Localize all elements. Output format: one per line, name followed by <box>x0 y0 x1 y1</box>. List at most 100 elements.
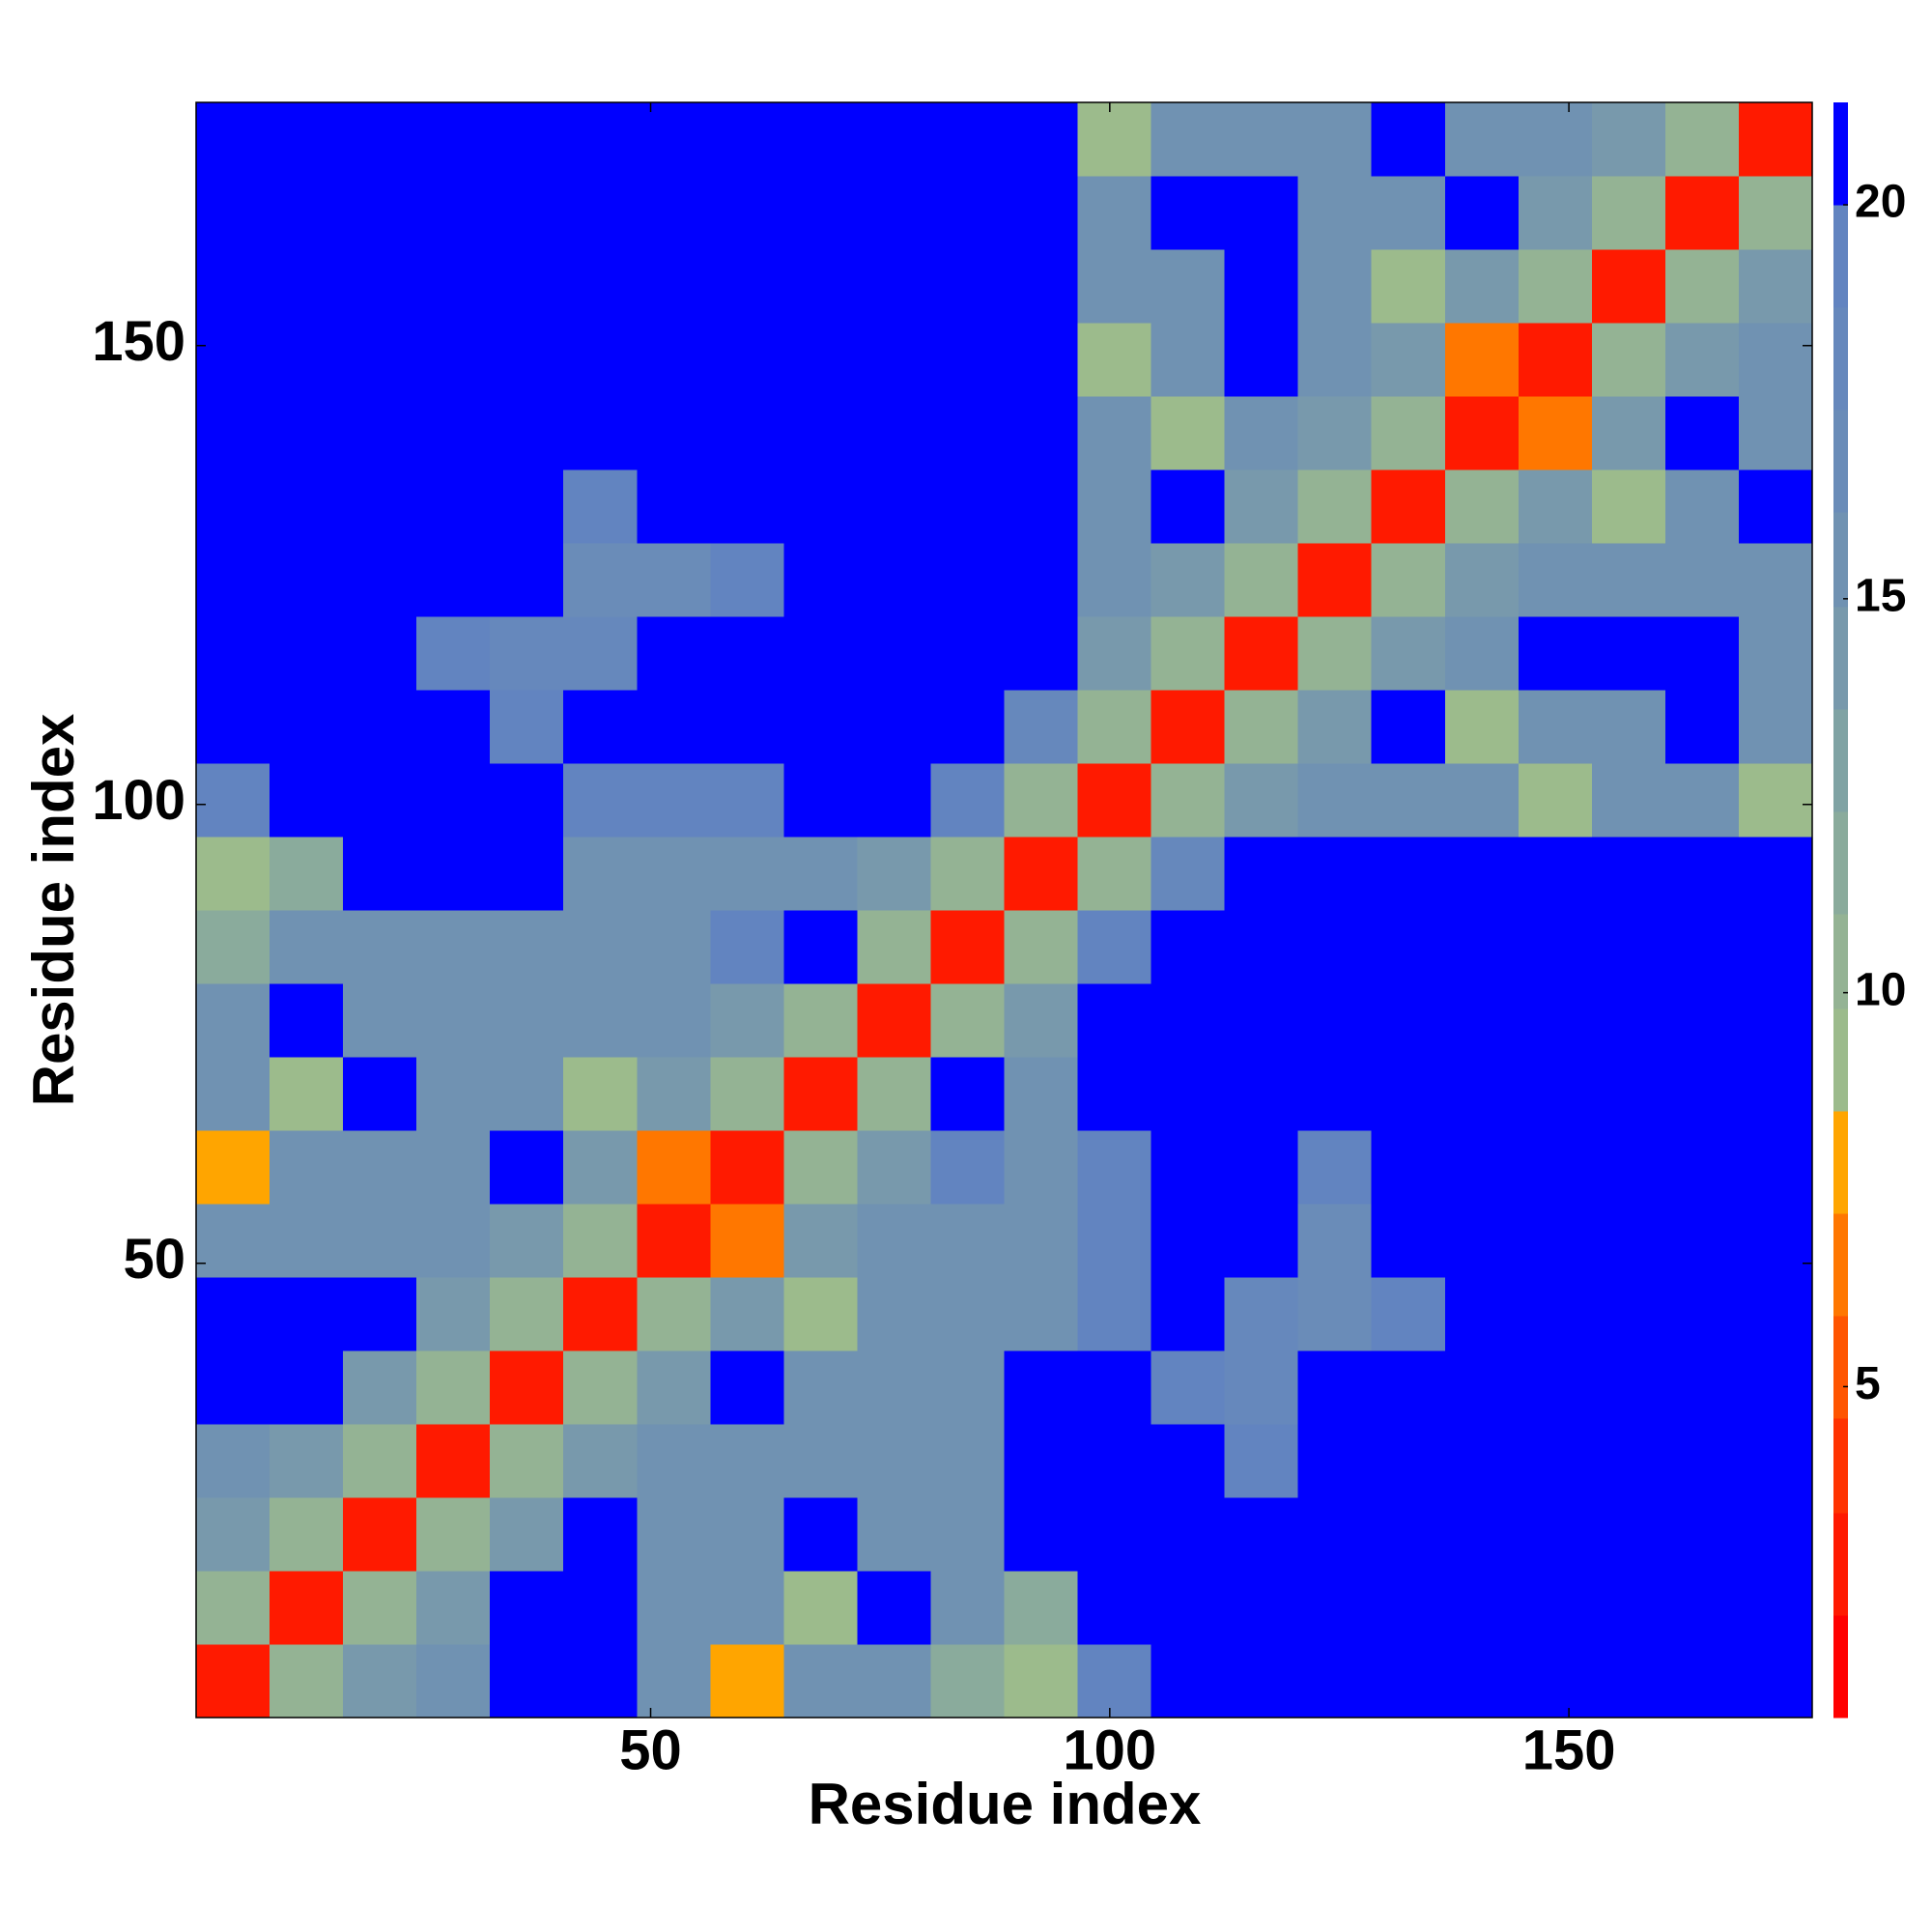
heatmap-cell <box>1444 1057 1520 1131</box>
heatmap-cell <box>930 1057 1005 1131</box>
heatmap-cell <box>1297 102 1373 177</box>
heatmap-cell <box>563 1130 638 1205</box>
heatmap-cell <box>783 469 858 544</box>
heatmap-cell <box>1371 837 1446 911</box>
heatmap-cell <box>930 1497 1005 1572</box>
heatmap-cell <box>270 1497 344 1572</box>
y-tick-label: 150 <box>92 310 185 373</box>
heatmap-cell <box>1151 396 1226 470</box>
heatmap-cell <box>1004 1277 1079 1351</box>
heatmap-cell <box>416 1571 491 1645</box>
heatmap-cell <box>1591 983 1666 1058</box>
colorbar-tick-label: 5 <box>1855 1358 1881 1409</box>
heatmap-cell <box>1297 323 1373 397</box>
heatmap-cell <box>563 1424 638 1498</box>
colorbar-tick-label: 10 <box>1855 964 1906 1015</box>
heatmap-cell <box>1297 1497 1373 1572</box>
heatmap-cell <box>857 469 931 544</box>
colorbar-tick-label: 20 <box>1855 177 1906 228</box>
heatmap-cell <box>1444 1497 1520 1572</box>
heatmap-cell <box>1591 249 1666 324</box>
heatmap-cell <box>1591 543 1666 617</box>
heatmap-cell <box>270 763 344 838</box>
heatmap-cell <box>1224 1424 1299 1498</box>
heatmap-cell <box>1591 1204 1666 1278</box>
heatmap-cell <box>1371 1571 1446 1645</box>
heatmap-cell <box>1297 249 1373 324</box>
heatmap-cell <box>710 323 784 397</box>
heatmap-cell <box>637 1644 711 1719</box>
heatmap-cell <box>416 543 491 617</box>
heatmap-cell <box>1664 1497 1740 1572</box>
heatmap-cell <box>637 469 711 544</box>
heatmap-cell <box>1224 1571 1299 1645</box>
heatmap-cell <box>1664 1057 1740 1131</box>
heatmap-cell <box>637 396 711 470</box>
plot-frame <box>195 101 1813 1719</box>
heatmap-cell <box>1077 176 1152 250</box>
heatmap-cell <box>1297 690 1373 764</box>
heatmap-cell <box>416 1644 491 1719</box>
heatmap-cell <box>637 837 711 911</box>
heatmap-cell <box>1004 1350 1079 1425</box>
heatmap-cell <box>1518 1424 1593 1498</box>
heatmap-cell <box>1371 323 1446 397</box>
heatmap-cell <box>1591 837 1666 911</box>
heatmap-cell <box>1444 837 1520 911</box>
heatmap-cell <box>1151 837 1226 911</box>
heatmap-cell <box>1518 469 1593 544</box>
heatmap-cell <box>1444 249 1520 324</box>
heatmap-cell <box>343 837 417 911</box>
heatmap-cell <box>710 102 784 177</box>
heatmap-cell <box>196 1277 270 1351</box>
heatmap-cell <box>1151 690 1226 764</box>
heatmap-cell <box>1591 1424 1666 1498</box>
heatmap-cell <box>343 249 417 324</box>
heatmap-cell <box>1518 983 1593 1058</box>
heatmap-cell <box>1224 910 1299 984</box>
heatmap-cell <box>270 1277 344 1351</box>
heatmap-cell <box>1518 1130 1593 1205</box>
heatmap-cell <box>1518 837 1593 911</box>
heatmap-cell <box>563 763 638 838</box>
heatmap-cell <box>1738 690 1813 764</box>
heatmap-cell <box>1371 1497 1446 1572</box>
heatmap-cell <box>563 543 638 617</box>
heatmap-cell <box>416 249 491 324</box>
heatmap-cell <box>1077 469 1152 544</box>
heatmap-cell <box>1444 102 1520 177</box>
heatmap-cell <box>783 1424 858 1498</box>
heatmap-cell <box>563 837 638 911</box>
heatmap-cell <box>1444 690 1520 764</box>
heatmap-cell <box>563 1571 638 1645</box>
heatmap-cell <box>196 396 270 470</box>
heatmap-cell <box>1518 176 1593 250</box>
heatmap-cell <box>1591 469 1666 544</box>
heatmap-cell <box>783 1644 858 1719</box>
heatmap-cell <box>930 1644 1005 1719</box>
heatmap-cell <box>1297 176 1373 250</box>
heatmap-cell <box>343 1130 417 1205</box>
heatmap-cell <box>270 1057 344 1131</box>
heatmap-cell <box>1224 396 1299 470</box>
heatmap-cell <box>857 1497 931 1572</box>
heatmap-cell <box>416 176 491 250</box>
heatmap-cell <box>1738 1571 1813 1645</box>
heatmap-cell <box>196 323 270 397</box>
heatmap-cell <box>1371 1130 1446 1205</box>
heatmap-cell <box>783 543 858 617</box>
heatmap-cell <box>1077 249 1152 324</box>
heatmap-cell <box>857 690 931 764</box>
heatmap-cell <box>783 1277 858 1351</box>
heatmap-cell <box>1077 396 1152 470</box>
heatmap-cell <box>1738 249 1813 324</box>
heatmap-cell <box>343 1350 417 1425</box>
heatmap-cell <box>1738 543 1813 617</box>
heatmap-cell <box>1004 396 1079 470</box>
heatmap-cell <box>1518 249 1593 324</box>
heatmap-cell <box>1077 616 1152 691</box>
heatmap-cell <box>930 1571 1005 1645</box>
heatmap-cell <box>563 1204 638 1278</box>
colorbar-tick-label: 15 <box>1855 571 1906 622</box>
heatmap-cell <box>1297 543 1373 617</box>
